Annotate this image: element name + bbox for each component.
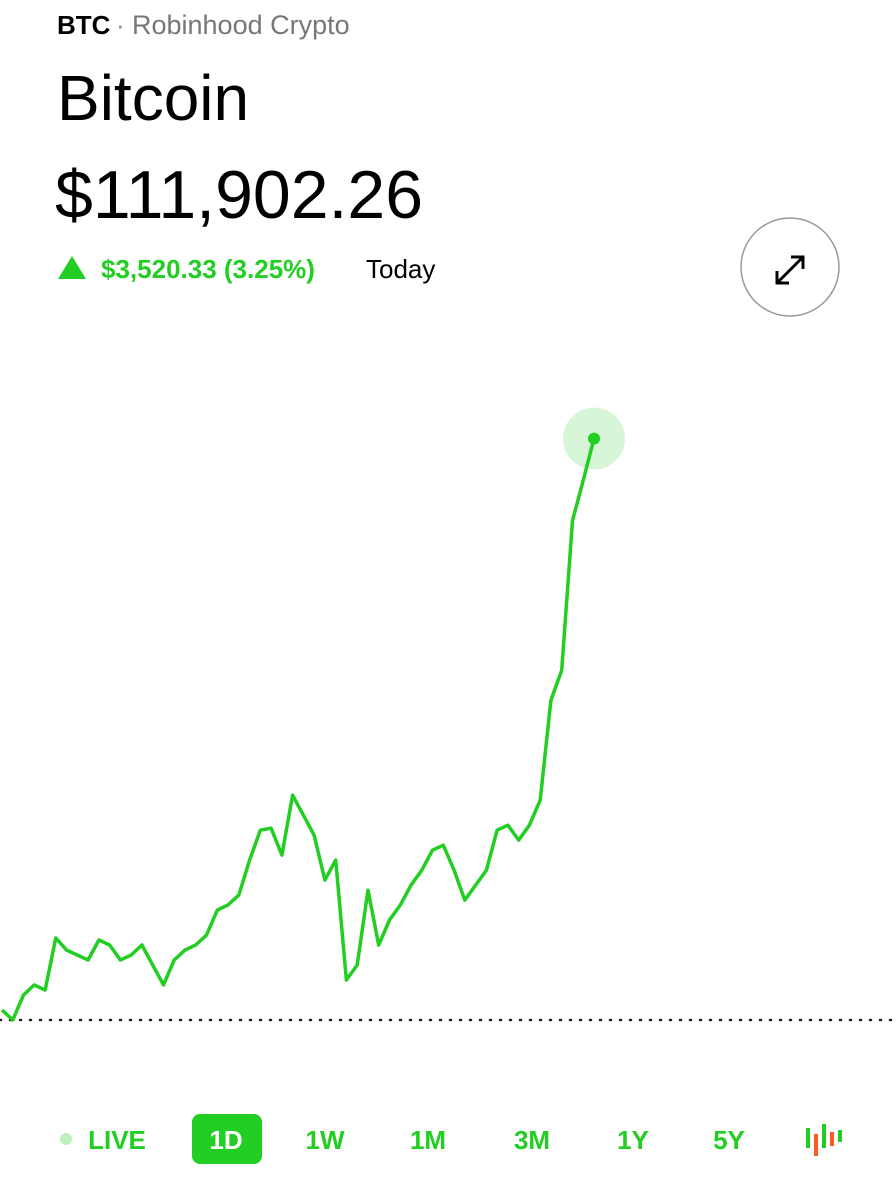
up-arrow: [58, 256, 86, 279]
tab[interactable]: 1M: [410, 1125, 446, 1155]
tabs: LIVE 1D 1W 1M 3M 1Y 5Y: [60, 1114, 745, 1164]
live-dot: [60, 1133, 72, 1145]
tab[interactable]: 5Y: [713, 1125, 745, 1155]
expand-button[interactable]: [740, 217, 840, 317]
candlestick-toggle[interactable]: [806, 1124, 842, 1156]
source: Robinhood Crypto: [132, 10, 350, 40]
tab[interactable]: 1W: [306, 1125, 345, 1155]
tab[interactable]: 1D: [209, 1125, 242, 1155]
tab[interactable]: 3M: [514, 1125, 550, 1155]
chart: [0, 407, 896, 1022]
tab[interactable]: 1Y: [617, 1125, 649, 1155]
change: $3,520.33 (3.25%): [101, 254, 315, 284]
asset-name: Bitcoin: [57, 62, 249, 134]
tab[interactable]: LIVE: [88, 1125, 146, 1155]
symbol: BTC: [57, 10, 111, 40]
price: $111,902.26: [55, 157, 423, 233]
price-line: [0, 438, 596, 1022]
change-period: Today: [366, 254, 435, 284]
last-point: [588, 432, 600, 445]
tab-selected-bg: [192, 1114, 262, 1164]
separator: ·: [116, 10, 125, 40]
